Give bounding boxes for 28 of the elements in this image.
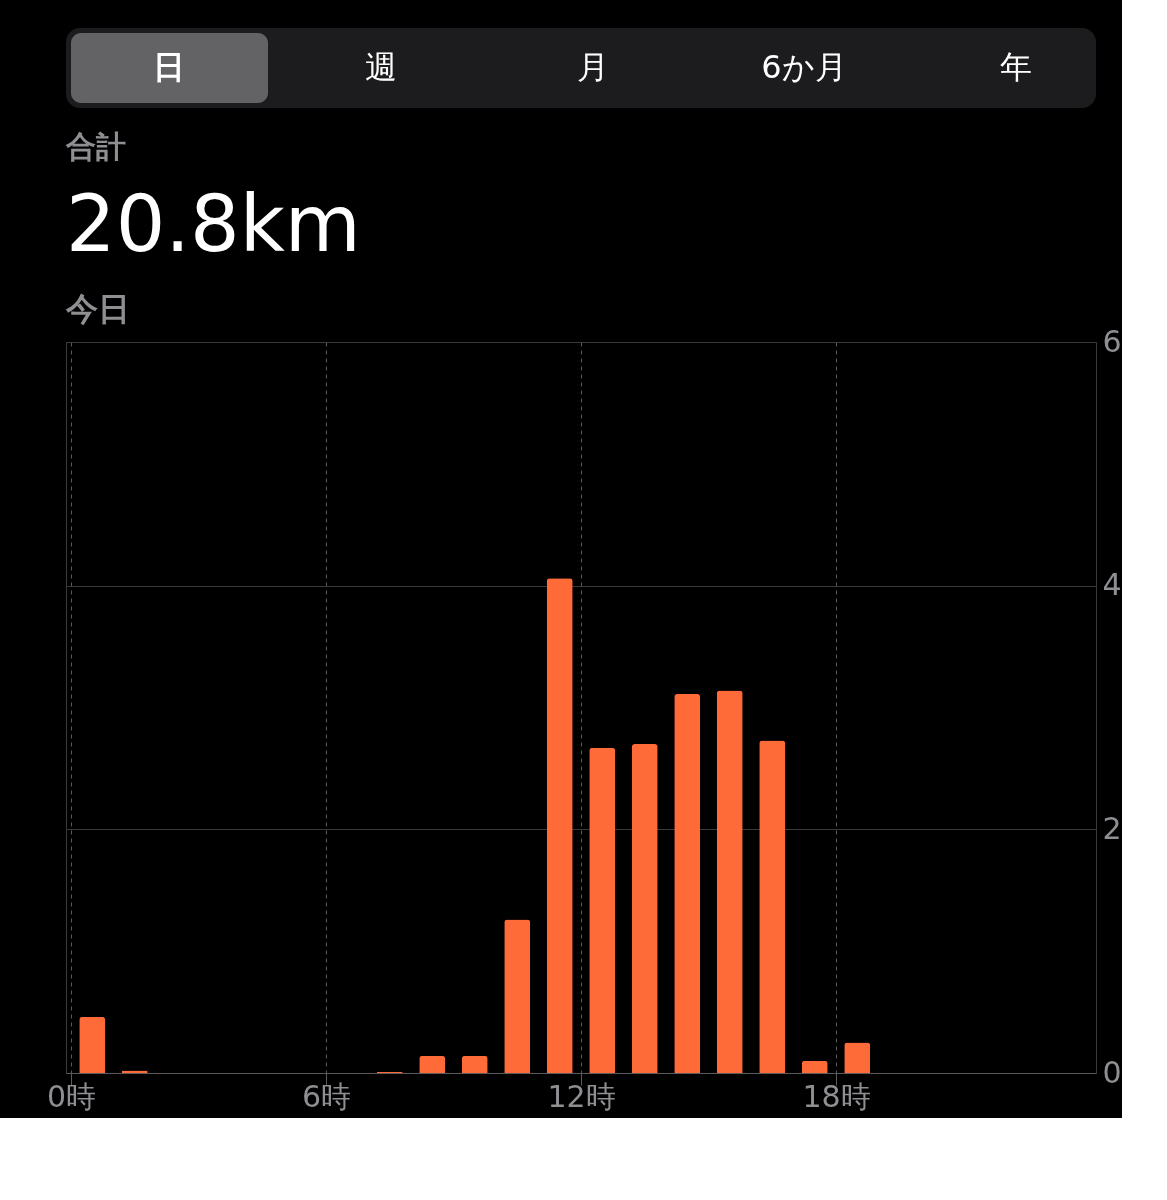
- bar: [716, 690, 743, 1073]
- bar: [546, 578, 573, 1073]
- bar: [631, 744, 658, 1073]
- y-tick-label: 6: [1102, 323, 1122, 359]
- x-tick-label: 0時: [46, 1078, 97, 1114]
- text: 日: [153, 48, 185, 86]
- y-tick-label: 2: [1102, 810, 1122, 846]
- text: 6か月: [761, 48, 847, 86]
- bar: [461, 1055, 488, 1073]
- bar: [589, 747, 616, 1073]
- x-tick-label: 18時: [802, 1078, 871, 1114]
- bar: [801, 1060, 828, 1073]
- text: 月: [577, 48, 609, 86]
- bar: [419, 1055, 446, 1073]
- bar: [844, 1042, 871, 1073]
- text: 今日: [65, 290, 130, 328]
- y-tick-label: 0: [1102, 1054, 1122, 1090]
- text: 週: [365, 48, 397, 86]
- bar: [79, 1016, 106, 1073]
- text: 年: [1000, 48, 1032, 86]
- bar: [504, 919, 531, 1073]
- bar: [674, 694, 701, 1073]
- y-tick-label: 4: [1102, 567, 1122, 603]
- text: 合計: [65, 129, 126, 164]
- x-tick-label: 12時: [547, 1078, 616, 1114]
- bar: [759, 740, 786, 1073]
- text: 20.8km: [66, 179, 361, 269]
- x-tick-label: 6時: [301, 1078, 352, 1114]
